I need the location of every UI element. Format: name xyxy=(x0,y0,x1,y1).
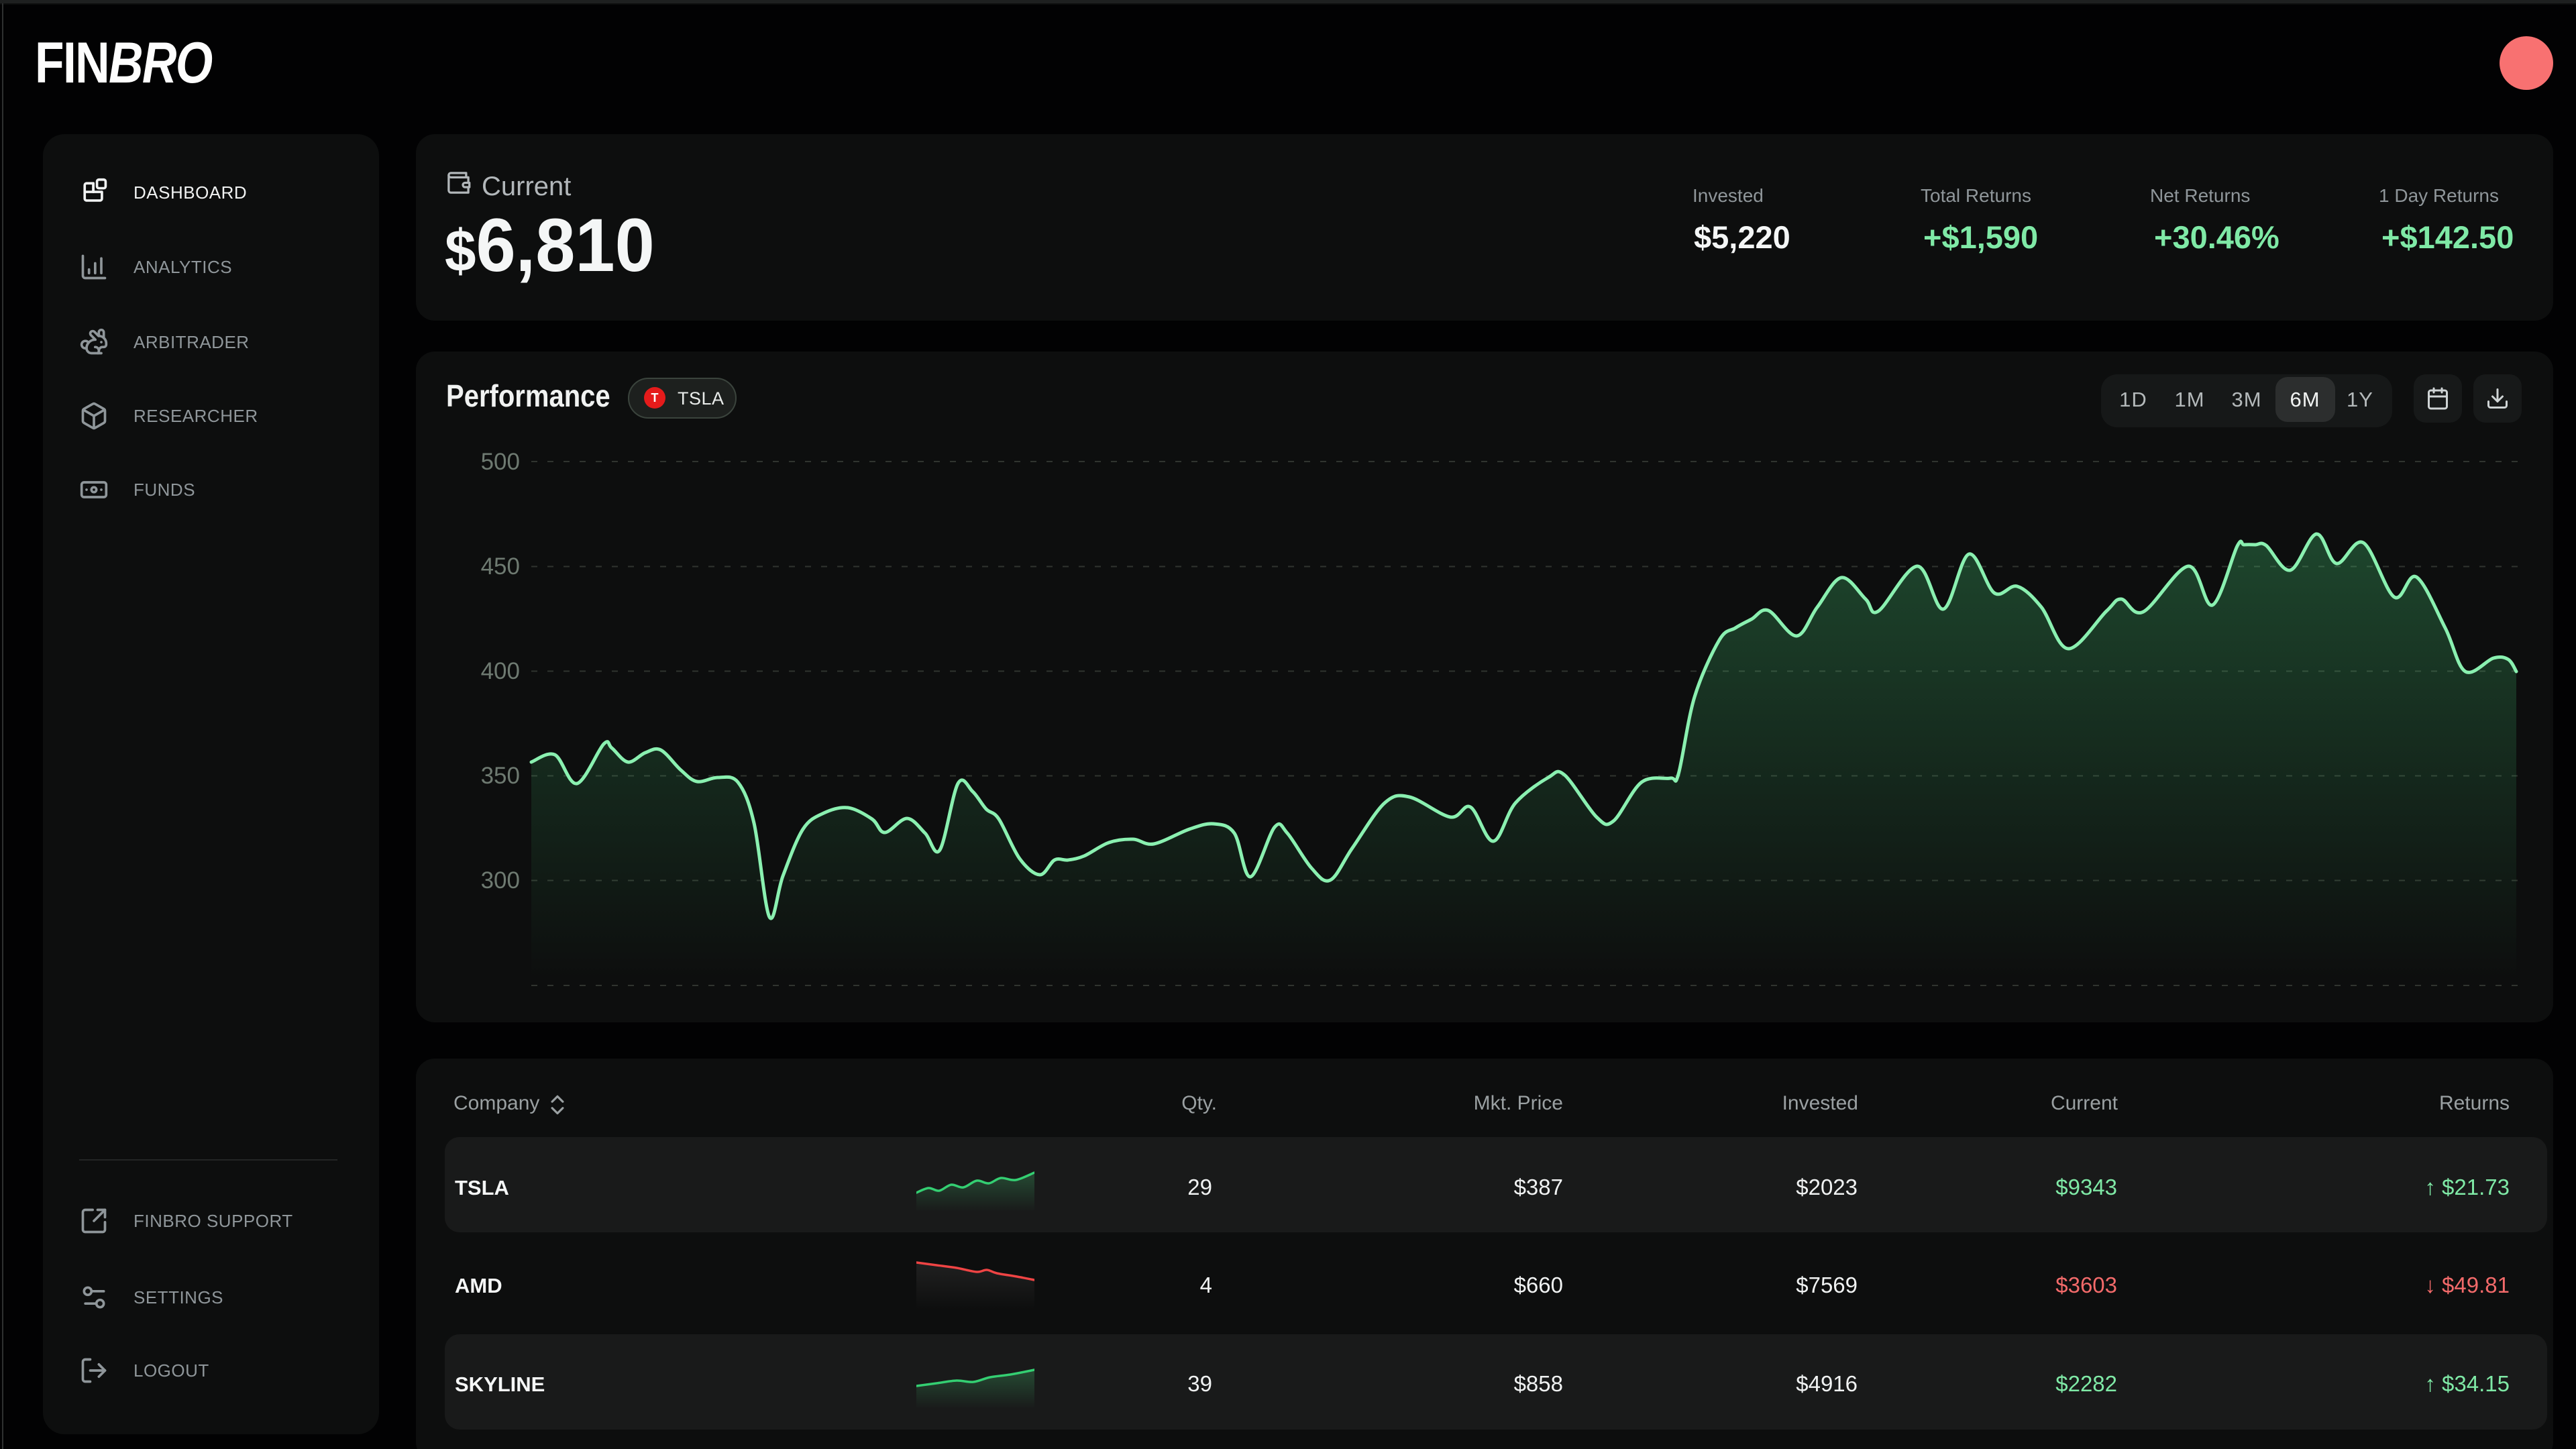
svg-text:400: 400 xyxy=(481,658,520,684)
svg-text:350: 350 xyxy=(481,763,520,789)
svg-text:300: 300 xyxy=(481,867,520,894)
svg-text:500: 500 xyxy=(481,449,520,475)
svg-text:450: 450 xyxy=(481,553,520,580)
